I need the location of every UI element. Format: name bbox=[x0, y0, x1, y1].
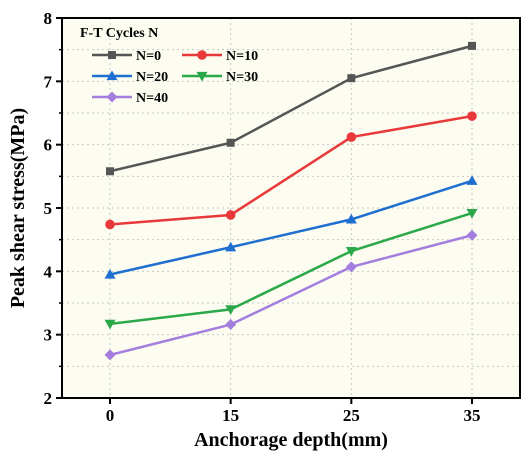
data-point bbox=[106, 167, 114, 176]
series-line bbox=[109, 44, 473, 173]
data-point bbox=[105, 219, 115, 230]
series-N=10 bbox=[105, 111, 477, 230]
series-line bbox=[109, 211, 473, 326]
y-axis-title: Peak shear stress(MPa) bbox=[7, 108, 29, 308]
data-point bbox=[347, 74, 356, 83]
series-line bbox=[109, 179, 473, 276]
legend-swatch-marker bbox=[106, 91, 118, 103]
x-tick-label: 35 bbox=[464, 406, 481, 425]
data-point bbox=[466, 208, 478, 219]
legend-label: N=0 bbox=[136, 49, 161, 64]
legend-item: N=40 bbox=[92, 91, 168, 106]
y-tick-label: 7 bbox=[44, 72, 53, 91]
y-tick-label: 3 bbox=[44, 326, 53, 345]
series-N=20 bbox=[104, 175, 478, 279]
data-point bbox=[225, 305, 237, 315]
y-tick-label: 6 bbox=[44, 136, 53, 155]
data-point bbox=[104, 349, 116, 361]
data-point bbox=[225, 210, 236, 220]
legend-swatch-marker bbox=[106, 70, 118, 81]
data-point bbox=[104, 269, 116, 279]
series-lines bbox=[104, 41, 478, 361]
data-point bbox=[226, 138, 235, 147]
y-tick-label: 5 bbox=[44, 199, 53, 218]
legend-swatch-marker bbox=[197, 50, 207, 60]
legend-label: N=40 bbox=[136, 91, 168, 106]
legend: F-T Cycles N N=0 N=10 N=20 N=30 N=40 bbox=[80, 26, 258, 106]
axes: 2 3 4 5 6 7 8 0 15 25 35 bbox=[44, 9, 481, 425]
legend-swatch-marker bbox=[108, 51, 116, 59]
grid-lines bbox=[62, 18, 520, 398]
data-point bbox=[468, 41, 476, 50]
y-tick-label: 2 bbox=[44, 389, 53, 408]
data-point bbox=[466, 175, 478, 185]
data-point bbox=[346, 132, 357, 142]
legend-item: N=10 bbox=[182, 49, 258, 64]
series-line bbox=[109, 114, 473, 226]
y-tick-label: 8 bbox=[44, 9, 53, 28]
data-point bbox=[345, 213, 357, 224]
data-point bbox=[225, 319, 237, 331]
x-tick-label: 25 bbox=[343, 406, 360, 425]
legend-item: N=0 bbox=[92, 49, 161, 64]
legend-label: N=30 bbox=[226, 70, 258, 85]
legend-title: F-T Cycles N bbox=[80, 26, 158, 41]
data-point bbox=[466, 229, 478, 241]
series-N=40 bbox=[104, 229, 478, 361]
x-tick-label: 15 bbox=[222, 406, 239, 425]
series-N=0 bbox=[106, 41, 476, 176]
data-point bbox=[467, 111, 477, 121]
data-point bbox=[225, 241, 237, 252]
data-point bbox=[345, 246, 357, 257]
legend-label: N=20 bbox=[136, 70, 168, 85]
series-N=30 bbox=[104, 208, 478, 330]
legend-item: N=30 bbox=[182, 70, 258, 85]
data-point bbox=[345, 261, 357, 273]
series-line bbox=[109, 234, 473, 357]
legend-label: N=10 bbox=[226, 49, 258, 64]
legend-swatch-marker bbox=[196, 71, 208, 82]
data-point bbox=[104, 319, 116, 330]
y-tick-label: 4 bbox=[44, 262, 53, 281]
x-axis-title: Anchorage depth(mm) bbox=[194, 429, 388, 451]
x-tick-label: 0 bbox=[106, 406, 115, 425]
legend-item: N=20 bbox=[92, 70, 168, 85]
